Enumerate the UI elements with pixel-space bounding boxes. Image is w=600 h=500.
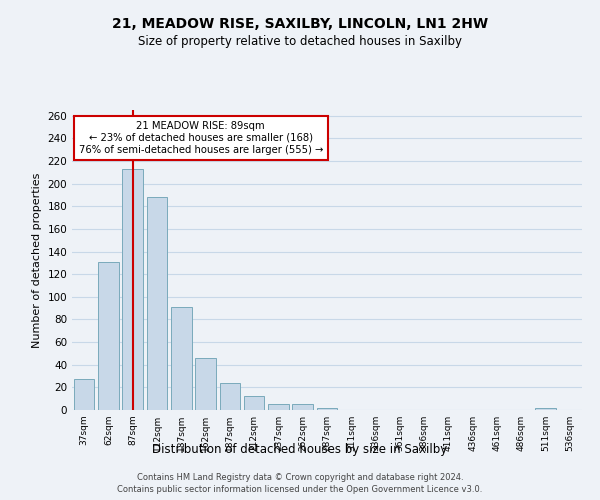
Bar [244,396,265,410]
Bar [171,307,191,410]
Bar [317,408,337,410]
Y-axis label: Number of detached properties: Number of detached properties [32,172,42,348]
Bar [268,404,289,410]
Bar [98,262,119,410]
Bar [220,383,240,410]
Text: 21, MEADOW RISE, SAXILBY, LINCOLN, LN1 2HW: 21, MEADOW RISE, SAXILBY, LINCOLN, LN1 2… [112,18,488,32]
Bar [535,408,556,410]
Text: Contains HM Land Registry data © Crown copyright and database right 2024.: Contains HM Land Registry data © Crown c… [137,473,463,482]
Text: Distribution of detached houses by size in Saxilby: Distribution of detached houses by size … [152,444,448,456]
Bar [122,169,143,410]
Text: 21 MEADOW RISE: 89sqm
← 23% of detached houses are smaller (168)
76% of semi-det: 21 MEADOW RISE: 89sqm ← 23% of detached … [79,122,323,154]
Text: Size of property relative to detached houses in Saxilby: Size of property relative to detached ho… [138,35,462,48]
Bar [74,380,94,410]
Bar [292,404,313,410]
Bar [195,358,216,410]
Bar [146,197,167,410]
Text: Contains public sector information licensed under the Open Government Licence v3: Contains public sector information licen… [118,486,482,494]
